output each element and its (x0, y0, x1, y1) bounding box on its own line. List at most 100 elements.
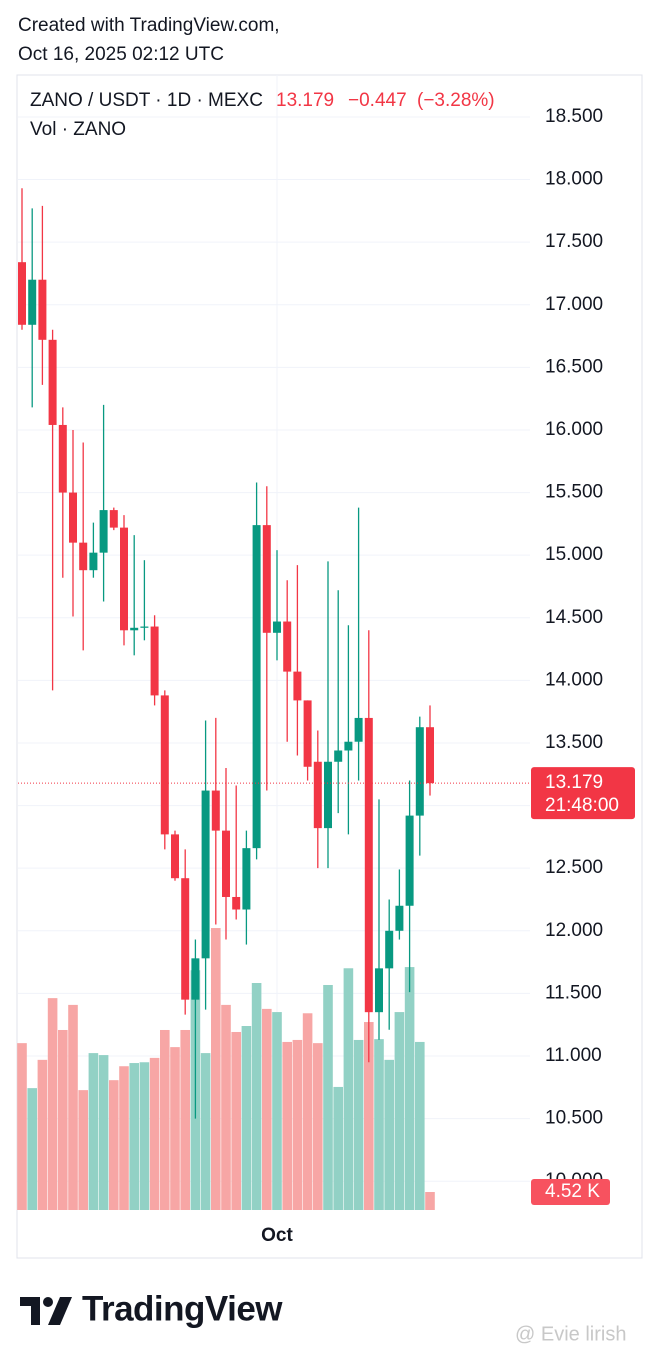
y-tick-label: 18.000 (545, 169, 603, 190)
candle-body (191, 958, 200, 1000)
y-tick-label: 17.500 (545, 231, 603, 252)
candle-body (79, 542, 88, 571)
candle-body (58, 424, 67, 493)
logo-icon (20, 1297, 72, 1325)
volume-bar (88, 1053, 99, 1210)
grid: 10.00010.50011.00011.50012.00012.50013.0… (18, 75, 603, 1246)
candles (18, 188, 434, 1119)
volume-bar (343, 968, 354, 1210)
volume-bar (17, 1043, 27, 1210)
y-tick-label: 18.500 (545, 106, 603, 127)
volume-bar (180, 1029, 190, 1210)
candle-body (262, 525, 271, 633)
volume-bar (292, 1039, 303, 1210)
legend-title: ZANO / USDT · 1D · MEXC (30, 90, 263, 111)
frame (16, 74, 643, 1259)
legend-price: 13.179 (276, 90, 334, 111)
legend-change-percent: (−3.28%) (417, 90, 495, 111)
candle-body (283, 621, 292, 672)
volume-bar (58, 1029, 68, 1210)
volume-bar (302, 1013, 313, 1210)
candle-body (18, 262, 26, 325)
y-tick-label: 16.000 (545, 419, 603, 440)
candle-body (395, 905, 404, 931)
candle-body (405, 815, 414, 906)
volume-bar (333, 1086, 343, 1210)
candle-body (171, 834, 179, 879)
volume-bar (384, 1059, 394, 1210)
volume-bar (68, 1004, 78, 1210)
candle-body (293, 671, 302, 701)
candle-body (38, 279, 47, 340)
volume-bar (37, 1059, 48, 1210)
candle-body (211, 790, 220, 831)
candle-body (334, 750, 343, 762)
countdown-label: 21:48:00 (545, 795, 619, 816)
volume-bar (353, 1039, 364, 1210)
candle-body (426, 727, 434, 784)
candle-body (354, 717, 363, 742)
y-tick-label: 10.500 (545, 1108, 603, 1129)
volume-bar (313, 1043, 323, 1210)
volume-bar (27, 1088, 37, 1210)
volume-bar (241, 1026, 252, 1210)
volume-bar (282, 1041, 292, 1210)
price-label-box (531, 767, 635, 820)
candle-body (385, 930, 394, 969)
candle-body (109, 510, 118, 528)
candle-body (201, 790, 210, 959)
legend-change: −0.447 (348, 90, 407, 111)
volume-bar (323, 984, 333, 1210)
volume-bar (231, 1031, 241, 1210)
volume-bar (78, 1090, 88, 1210)
candle-body (120, 527, 128, 631)
candle-body (89, 552, 98, 571)
x-tick-label: Oct (261, 1225, 293, 1246)
candle-body (313, 761, 322, 829)
volume-bar (129, 1063, 139, 1210)
volume-label: 4.52 K (545, 1181, 600, 1202)
volume-bar (211, 928, 221, 1210)
y-tick-label: 14.000 (545, 669, 603, 690)
candle-body (375, 968, 383, 1013)
volume-bar (47, 998, 58, 1210)
candle-body (181, 878, 190, 1000)
candle-body (415, 727, 424, 816)
volume-bar (262, 1008, 272, 1210)
volume-bar (251, 983, 262, 1210)
volume-bar (200, 1053, 211, 1210)
candle-body (69, 492, 77, 543)
volume-bar (425, 1191, 435, 1210)
candle-body (324, 761, 332, 829)
candle-body (242, 848, 251, 910)
candle-body (252, 525, 261, 849)
volume-bar (394, 1012, 405, 1210)
logo-text: TradingView (82, 1289, 283, 1328)
volume-bar (221, 1004, 231, 1210)
candle-body (344, 741, 353, 751)
candle-body (303, 700, 312, 767)
volume-bar (272, 1012, 282, 1210)
volume-bar (415, 1041, 425, 1210)
candle-body (150, 626, 159, 696)
candle-body (364, 717, 373, 1013)
volume-bar (139, 1062, 150, 1210)
volume-bar (149, 1057, 160, 1210)
y-tick-label: 15.000 (545, 544, 603, 565)
volume-bar (364, 1022, 374, 1210)
candle-body (99, 510, 108, 553)
header-line: Oct 16, 2025 02:12 UTC (18, 44, 224, 65)
watermark: @ Evie lirish (515, 1323, 626, 1345)
header-line: Created with TradingView.com, (18, 15, 280, 36)
volume-bar (119, 1066, 129, 1210)
y-tick-label: 15.500 (545, 482, 603, 503)
volume (17, 928, 435, 1210)
price-label: 13.179 (545, 772, 603, 793)
candle-body (160, 695, 169, 835)
candle-body (273, 621, 281, 633)
candle-body (232, 896, 241, 910)
candle-body (140, 626, 149, 628)
